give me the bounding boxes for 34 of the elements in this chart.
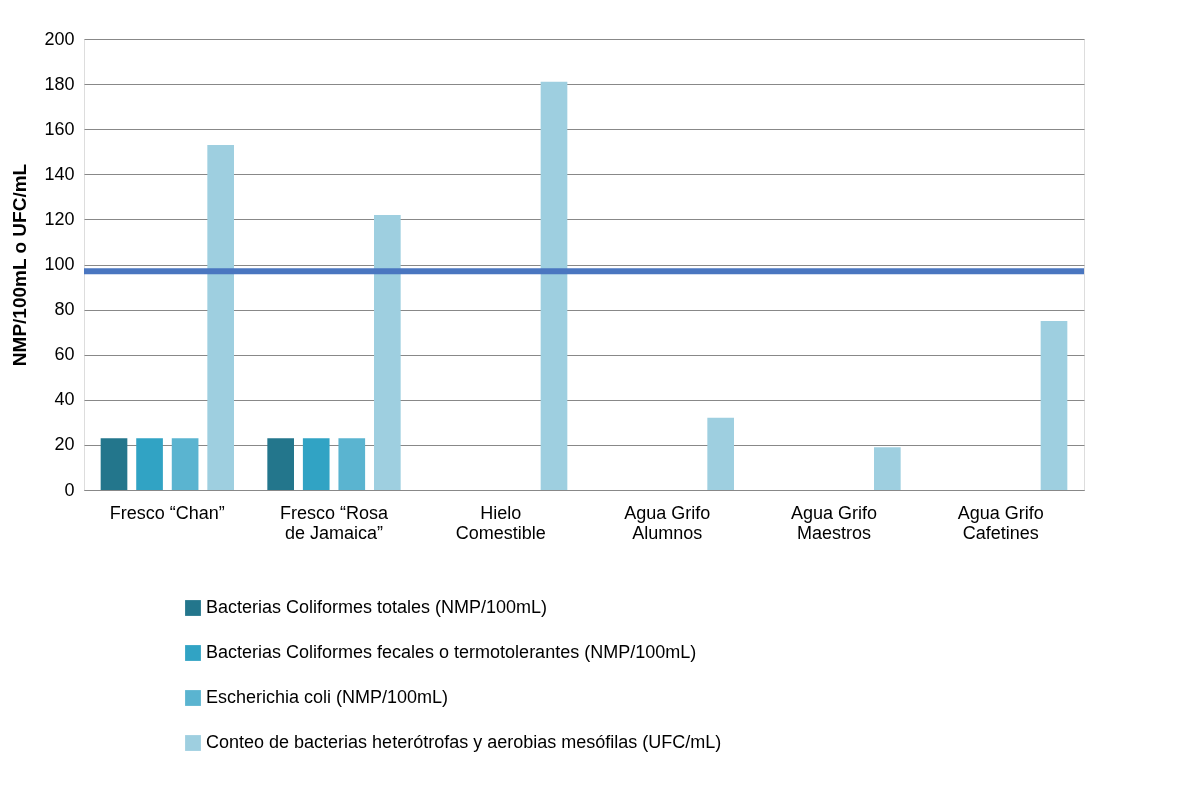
x-tick-label: Agua Grifo Cafetines (957, 502, 1044, 543)
legend-label: Bacterias Coliformes totales (NMP/100mL) (206, 597, 548, 617)
y-tick-label: 60 (54, 344, 75, 365)
x-tick-label: Hielo Comestible (455, 502, 546, 543)
y-tick-label: 0 (64, 479, 75, 500)
y-tick-label: 80 (54, 299, 75, 320)
bar (540, 81, 568, 490)
x-tick-label: Agua Grifo Maestros (790, 502, 878, 543)
y-tick-label: 160 (44, 118, 75, 139)
bar (171, 438, 199, 490)
bar (338, 438, 366, 490)
y-tick-label: 40 (54, 389, 75, 410)
y-tick-label: 20 (54, 434, 75, 455)
y-axis-title: NMP/100mL o UFC/mL (9, 163, 31, 367)
x-tick-label: Agua Grifo Alumnos (624, 502, 711, 543)
bar (100, 438, 128, 490)
legend-label: Conteo de bacterias heterótrofas y aerobias mesófilas (UFC/mL) (206, 732, 722, 752)
x-tick-label: Fresco “Chan” (109, 502, 225, 523)
legend-label: Escherichia coli (NMP/100mL) (206, 687, 449, 707)
legend-label: Bacterias Coliformes fecales o termotolerantes (NMP/100mL) (206, 642, 697, 662)
y-tick-label: 120 (44, 208, 75, 229)
bar (207, 144, 234, 490)
x-tick-label: Fresco “Rosa de Jamaica” (279, 502, 389, 543)
bar (302, 438, 330, 490)
y-tick-label: 180 (44, 73, 75, 94)
bar (267, 438, 294, 490)
y-tick-label: 140 (44, 163, 75, 184)
bar (707, 417, 734, 490)
bar (136, 438, 163, 490)
bar (874, 447, 901, 490)
y-tick-label: 100 (44, 254, 75, 274)
bar (374, 214, 401, 490)
bar (1040, 320, 1068, 490)
y-tick-label: 200 (44, 28, 75, 49)
